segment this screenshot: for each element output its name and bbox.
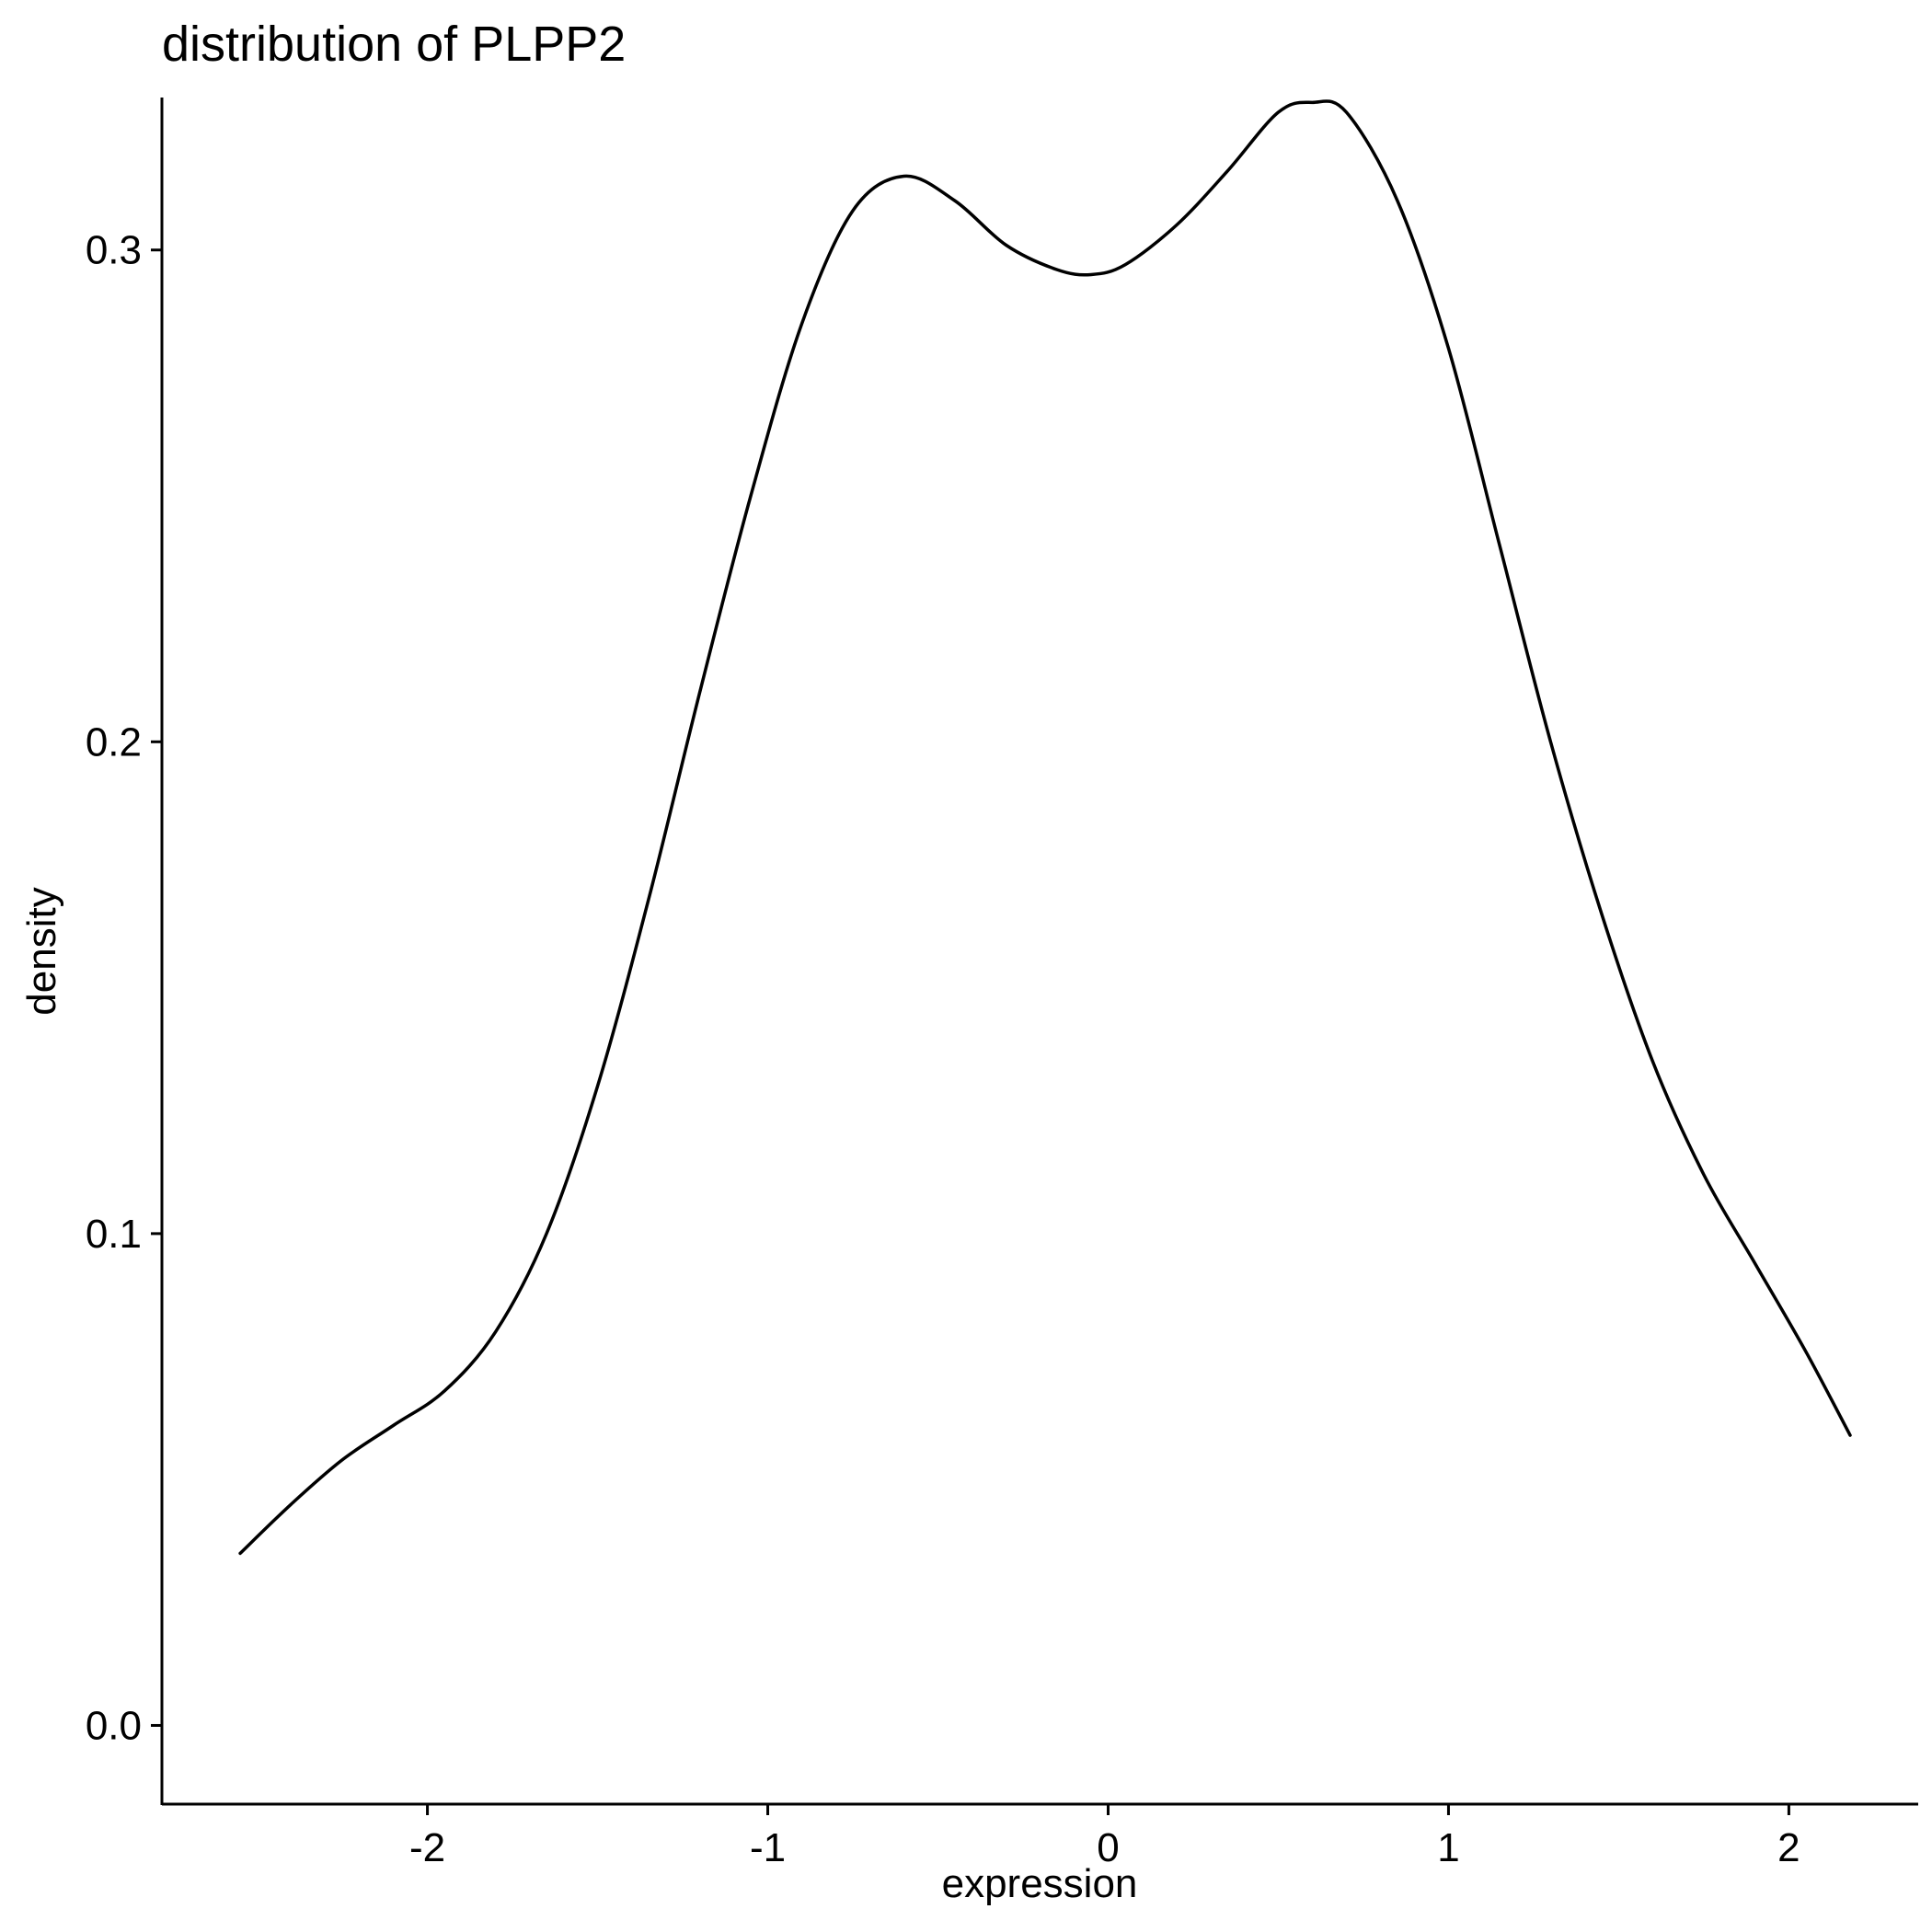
x-axis-title: expression bbox=[942, 1861, 1138, 1906]
y-tick-label: 0.3 bbox=[86, 228, 142, 273]
x-ticks: -2 -1 0 1 2 bbox=[409, 1804, 1800, 1870]
x-tick-label: -1 bbox=[750, 1825, 786, 1870]
y-tick-label: 0.0 bbox=[86, 1703, 142, 1748]
x-tick-label: -2 bbox=[409, 1825, 445, 1870]
y-tick-label: 0.1 bbox=[86, 1212, 142, 1257]
x-tick-label: 1 bbox=[1437, 1825, 1459, 1870]
x-tick-label: 2 bbox=[1777, 1825, 1800, 1870]
y-axis-title: density bbox=[19, 887, 64, 1015]
y-tick-label: 0.2 bbox=[86, 719, 142, 765]
chart-title: distribution of PLPP2 bbox=[162, 17, 626, 72]
x-tick-label: 0 bbox=[1097, 1825, 1119, 1870]
y-ticks: 0.0 0.1 0.2 0.3 bbox=[86, 228, 162, 1748]
density-line bbox=[238, 99, 1852, 1556]
